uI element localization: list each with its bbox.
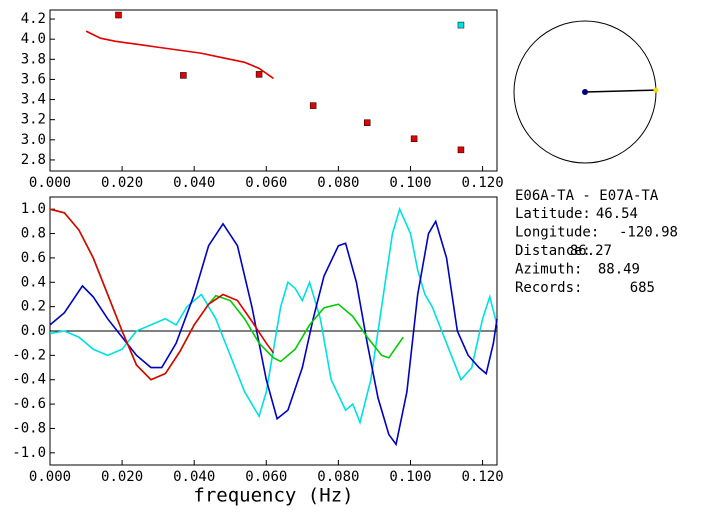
marker <box>309 102 317 109</box>
marker <box>180 72 187 79</box>
info-value: 685 <box>630 280 655 296</box>
y-tick-label: -0.8 <box>12 420 46 436</box>
x-tick-label: 0.120 <box>462 175 504 191</box>
y-tick-label: -0.4 <box>12 372 46 388</box>
x-tick-label: 0.040 <box>173 175 215 191</box>
y-tick-label: 4.0 <box>21 31 46 47</box>
x-tick-label: 0.020 <box>101 469 143 485</box>
y-tick-label: 3.0 <box>21 132 46 148</box>
x-tick-label: 0.080 <box>317 175 359 191</box>
y-tick-label: 1.0 <box>21 201 46 217</box>
x-tick-label: 0.080 <box>317 469 359 485</box>
x-tick-label: 0.000 <box>29 175 71 191</box>
y-tick-label: 3.8 <box>21 51 46 67</box>
info-value: 46.54 <box>596 206 638 222</box>
azimuth-line <box>584 89 656 93</box>
y-tick-label: 0.0 <box>21 323 46 339</box>
station-a <box>582 89 588 95</box>
info-label: Records: <box>515 280 582 296</box>
marker <box>457 146 465 154</box>
info-value: 86.27 <box>570 243 612 259</box>
marker <box>410 135 418 143</box>
x-tick-label: 0.100 <box>389 469 431 485</box>
x-axis-label: frequency (Hz) <box>193 485 353 507</box>
marker <box>457 21 465 29</box>
info-title: E06A-TA - E07A-TA <box>515 188 659 204</box>
x-tick-label: 0.060 <box>245 175 287 191</box>
info-label: Longitude: <box>515 225 599 241</box>
line-series <box>49 219 498 447</box>
y-tick-label: 2.8 <box>21 152 46 168</box>
line-series <box>49 208 275 381</box>
marker <box>115 11 122 19</box>
x-tick-label: 0.020 <box>101 175 143 191</box>
marker <box>255 71 263 78</box>
y-tick-label: -0.2 <box>12 347 46 363</box>
y-tick-label: 3.6 <box>21 71 46 87</box>
info-value: -120.98 <box>619 225 678 241</box>
y-tick-label: -0.6 <box>12 396 46 412</box>
y-tick-label: 0.6 <box>21 250 46 266</box>
y-tick-label: 0.4 <box>21 274 46 290</box>
line-series <box>85 30 274 80</box>
x-tick-label: 0.000 <box>29 469 71 485</box>
x-tick-label: 0.060 <box>245 469 287 485</box>
info-label: Azimuth: <box>515 262 582 278</box>
info-value: 88.49 <box>598 262 640 278</box>
info-label: Latitude: <box>515 206 591 222</box>
x-tick-label: 0.120 <box>462 469 504 485</box>
x-tick-label: 0.100 <box>389 175 431 191</box>
x-tick-label: 0.040 <box>173 469 215 485</box>
info-label: Distance: <box>515 243 591 259</box>
y-tick-label: 4.2 <box>21 11 46 27</box>
y-tick-label: 3.2 <box>21 112 46 128</box>
y-tick-label: 0.8 <box>21 226 46 242</box>
marker <box>363 119 371 126</box>
y-tick-label: 3.4 <box>21 92 46 108</box>
station-b <box>653 87 659 93</box>
y-tick-label: -1.0 <box>12 445 46 461</box>
plot-frame <box>49 9 498 172</box>
y-tick-label: 0.2 <box>21 299 46 315</box>
line-series <box>49 206 498 425</box>
